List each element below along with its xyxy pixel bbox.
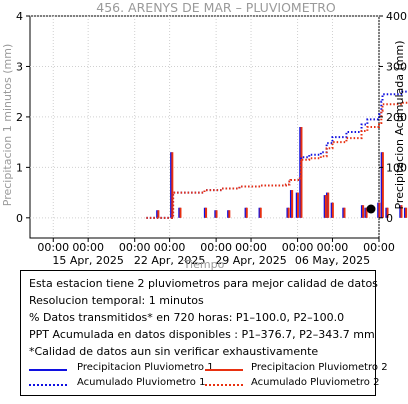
x-date-tick-label: 06 May, 2025 [295,254,370,267]
bar-p1 [214,210,217,218]
info-line-transmitted: % Datos transmitidos* en 720 horas: P1–1… [29,311,345,324]
right-tick-label: 400 [386,10,407,23]
bar-p1 [286,207,289,218]
bar-p2 [259,207,262,218]
bar-p2 [291,190,294,218]
left-tick-label: 2 [16,111,23,124]
bar-p2 [405,207,408,218]
left-tick-label: 3 [16,60,23,73]
info-legend-box: Esta estacion tiene 2 pluviometros para … [20,270,388,396]
legend-label-p2-acc: Acumulado Pluviometro 2 [251,377,380,388]
x-time-tick-label: 00:00 [363,241,395,254]
legend-label-p1-bar: Precipitacion Pluviometro 1 [77,362,214,373]
x-time-tick-label: 00:00 [119,241,151,254]
left-tick-label: 1 [16,161,23,174]
bar-p2 [378,202,381,218]
chart-title: 456. ARENYS DE MAR – PLUVIOMETRO [96,0,336,15]
x-time-tick-label: 00:00 [282,241,314,254]
bar-p2 [287,207,290,218]
bar-p2 [157,210,160,218]
bar-p2 [171,152,174,218]
bar-p2 [365,207,368,218]
bar-p2 [331,202,334,218]
bar-p2 [381,152,384,218]
bar-p2 [400,205,403,218]
legend-label-p2-bar: Precipitacion Pluviometro 2 [251,362,388,373]
legend-swatch-p1-bar [29,369,67,371]
right-tick-label: 300 [386,60,407,73]
x-time-tick-label: 00:00 [317,241,349,254]
bar-series [156,127,408,218]
bar-p2 [386,207,389,218]
x-time-tick-label: 00:00 [200,241,232,254]
accumulated-series [146,90,408,219]
bar-p2 [324,195,327,218]
x-time-tick-label: 00:00 [37,241,69,254]
x-time-tick-label: 00:00 [72,241,104,254]
bar-p2 [179,207,182,218]
x-time-tick-label: 00:00 [235,241,267,254]
bar-p2 [362,205,365,218]
legend-swatch-p2-bar [205,369,243,371]
rain-chart: 456. ARENYS DE MAR – PLUVIOMETRO 0 1 2 3 4 0 1… [1,0,408,270]
bar-p1 [203,207,207,218]
x-axis-label: Tiempo [183,258,225,270]
end-marker [366,204,376,214]
bar-p2 [215,210,218,218]
x-date-tick-label: 15 Apr, 2025 [52,254,124,267]
legend-label-p1-acc: Acumulado Pluviometro 1 [77,377,206,388]
right-tick-label: 0 [386,212,393,225]
x-time-tick-label: 00:00 [154,241,186,254]
info-line-accumulated: PPT Acumulada en datos disponibles : P1–… [29,328,375,341]
right-tick-label: 100 [386,161,407,174]
left-tick-label: 4 [16,10,23,23]
bar-p1 [330,202,334,218]
info-line-quality: *Calidad de datos aun sin verificar exha… [29,345,319,358]
left-axis-label: Precipitacion 1 minutos (mm) [1,44,14,206]
bar-p2 [296,192,299,218]
left-tick-label: 0 [16,212,23,225]
legend-swatch-p1-acc [29,384,67,386]
right-tick-label: 200 [386,111,407,124]
bar-p2 [228,210,231,218]
bar-p2 [327,192,330,218]
right-axis-label: Precipitacion Acumulada (mm) [393,40,406,209]
info-line-stations: Esta estacion tiene 2 pluviometros para … [29,277,378,290]
bar-p2 [343,207,346,218]
legend-swatch-p2-acc [205,384,243,386]
acc-line-p1 [146,90,408,219]
x-date-tick-label: 22 Apr, 2025 [134,254,206,267]
info-line-resolution: Resolucion temporal: 1 minutos [29,294,204,307]
bar-p2 [205,207,208,218]
acc-line-p2 [146,101,408,219]
x-date-tick-label: 29 Apr, 2025 [215,254,287,267]
bar-p1 [326,192,329,218]
bar-p2 [245,207,248,218]
